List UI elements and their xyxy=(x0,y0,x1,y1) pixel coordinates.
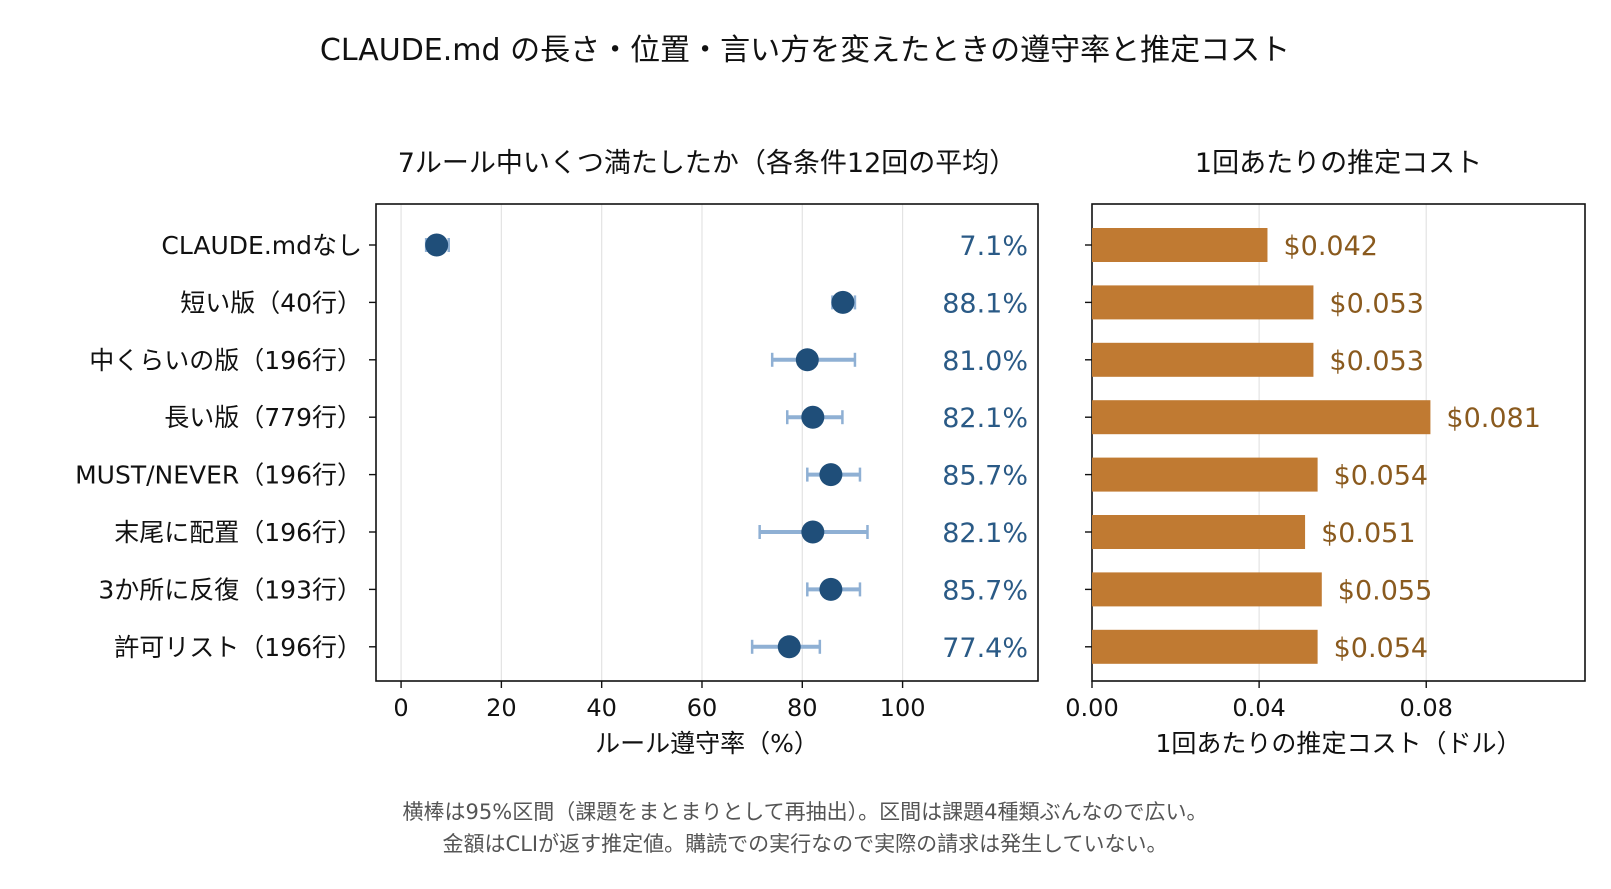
cost-bar xyxy=(1092,572,1322,607)
cost-panel: 1回あたりの推定コスト 0.00 0.04 0.08 1回あたりの推定コスト（ドル） $0… xyxy=(1065,148,1586,758)
compliance-value-label: 85.7% xyxy=(942,575,1028,606)
cost-bar xyxy=(1092,285,1314,320)
compliance-value-label: 7.1% xyxy=(959,231,1028,262)
category-label: 末尾に配置（196行） xyxy=(114,518,362,547)
category-label: CLAUDE.mdなし xyxy=(161,231,362,260)
figure-title: CLAUDE.md の長さ・位置・言い方を変えたときの遵守率と推定コスト xyxy=(320,33,1290,68)
cost-panel-title: 1回あたりの推定コスト xyxy=(1195,148,1482,179)
category-label: MUST/NEVER（196行） xyxy=(75,461,362,490)
footnote-line-1: 横棒は95%区間（課題をまとまりとして再抽出）。区間は課題4種類ぶんなので広い。 xyxy=(403,800,1208,824)
compliance-point xyxy=(819,463,843,487)
compliance-point xyxy=(425,233,449,257)
footnote-line-2: 金額はCLIが返す推定値。購読での実行なので実際の請求は発生していない。 xyxy=(443,832,1168,856)
compliance-value-label: 77.4% xyxy=(942,633,1028,664)
compliance-point xyxy=(831,290,855,314)
cost-bar xyxy=(1092,228,1268,262)
cost-value-label: $0.054 xyxy=(1334,461,1428,492)
category-label: 3か所に反復（193行） xyxy=(98,575,362,604)
cost-x-axis-label: 1回あたりの推定コスト（ドル） xyxy=(1156,729,1522,758)
compliance-value-label: 85.7% xyxy=(942,461,1028,492)
cost-bar xyxy=(1092,457,1318,492)
cost-value-label: $0.053 xyxy=(1329,288,1423,319)
cost-bar xyxy=(1092,515,1306,549)
compliance-point xyxy=(777,635,801,659)
compliance-value-label: 82.1% xyxy=(942,518,1028,549)
compliance-x-tick-label: 100 xyxy=(880,694,926,722)
category-label: 許可リスト（196行） xyxy=(114,633,362,662)
cost-value-label: $0.081 xyxy=(1446,403,1540,434)
cost-bar xyxy=(1092,342,1314,377)
compliance-panel: 7ルール中いくつ満たしたか（各条件12回の平均） 0 20 40 60 80 100 ルール遵… xyxy=(75,148,1039,758)
compliance-plot-frame xyxy=(375,203,1039,682)
compliance-x-tick-label: 20 xyxy=(486,694,517,722)
category-label: 中くらいの版（196行） xyxy=(89,346,362,375)
cost-x-tick-label: 0.08 xyxy=(1400,694,1453,722)
compliance-x-tick-label: 0 xyxy=(393,694,408,722)
cost-value-label: $0.042 xyxy=(1283,231,1377,262)
compliance-point xyxy=(795,348,819,372)
category-label: 短い版（40行） xyxy=(180,288,362,317)
compliance-x-tick-label: 80 xyxy=(787,694,818,722)
compliance-panel-title: 7ルール中いくつ満たしたか（各条件12回の平均） xyxy=(398,148,1017,179)
compliance-point xyxy=(801,520,825,544)
cost-x-tick-label: 0.00 xyxy=(1065,694,1118,722)
compliance-x-tick-label: 40 xyxy=(586,694,617,722)
compliance-value-label: 82.1% xyxy=(942,403,1028,434)
compliance-x-axis-label: ルール遵守率（%） xyxy=(595,729,819,758)
compliance-value-label: 88.1% xyxy=(942,288,1028,319)
compliance-point xyxy=(819,577,843,601)
cost-value-label: $0.055 xyxy=(1338,575,1432,606)
cost-value-label: $0.053 xyxy=(1329,346,1423,377)
category-label: 長い版（779行） xyxy=(164,403,362,432)
cost-bar xyxy=(1092,629,1318,664)
compliance-x-tick-label: 60 xyxy=(687,694,718,722)
cost-bar xyxy=(1092,400,1431,435)
cost-x-tick-label: 0.04 xyxy=(1232,694,1285,722)
cost-value-label: $0.051 xyxy=(1321,518,1415,549)
cost-plot-frame xyxy=(1091,203,1586,682)
cost-value-label: $0.054 xyxy=(1334,633,1428,664)
compliance-point xyxy=(801,405,825,429)
compliance-value-label: 81.0% xyxy=(942,346,1028,377)
